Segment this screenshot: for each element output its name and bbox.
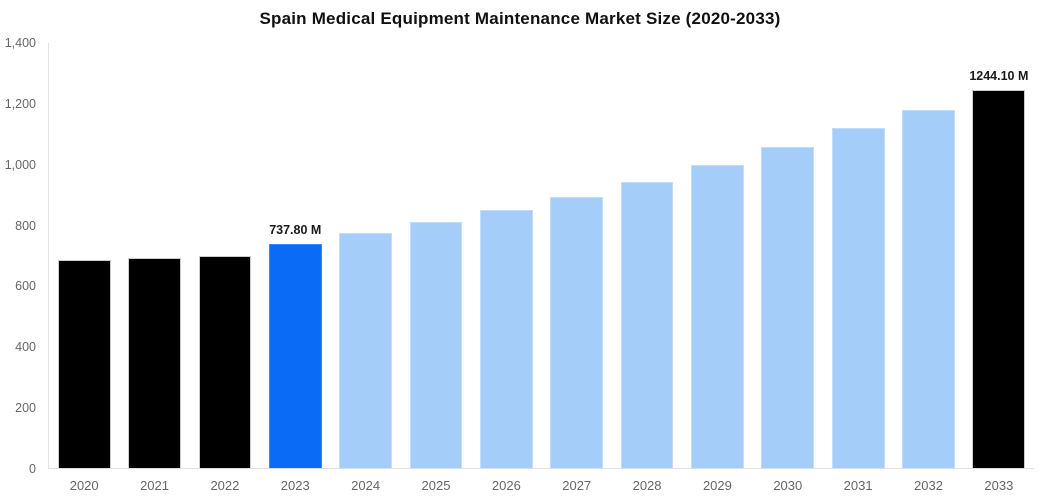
bar-group-2028: 2028 <box>612 43 682 493</box>
y-tick-label: 1,000 <box>4 157 36 172</box>
bar-2023[interactable] <box>268 244 322 468</box>
bar-2027[interactable] <box>550 196 604 468</box>
x-axis-label: 2023 <box>280 478 310 493</box>
bar-2024[interactable] <box>339 233 392 468</box>
bar-2029[interactable] <box>691 164 744 468</box>
x-axis-label: 2027 <box>562 478 592 493</box>
y-tick-label: 1,200 <box>4 96 36 111</box>
bar-group-2029: 2029 <box>682 43 752 493</box>
x-axis-label: 2030 <box>773 478 803 493</box>
plot-area: 2020 2021 2022 737.80 M 2023 2024 2025 2026 2027… <box>48 43 1034 493</box>
bar-group-2022: 2022 <box>190 43 260 493</box>
bar-group-2033: 1244.10 M 2033 <box>964 43 1034 493</box>
x-axis-label: 2024 <box>351 478 381 493</box>
y-tick-label: 400 <box>15 340 36 355</box>
bar-group-2020: 2020 <box>49 43 119 493</box>
bar-2022[interactable] <box>198 255 252 468</box>
bar-group-2021: 2021 <box>119 43 189 493</box>
bar-2021[interactable] <box>128 257 181 468</box>
x-axis-label: 2025 <box>421 478 451 493</box>
bar-group-2032: 2032 <box>893 43 963 493</box>
bar-2020[interactable] <box>57 260 111 468</box>
x-axis-label: 2021 <box>140 478 169 493</box>
y-tick-label: 600 <box>15 279 36 294</box>
bar-2026[interactable] <box>479 209 533 468</box>
y-axis: 0 200 400 600 800 1,000 1,200 1,400 <box>0 36 42 476</box>
bar-group-2024: 2024 <box>330 43 400 493</box>
x-axis-label: 2032 <box>914 478 943 493</box>
x-axis-label: 2033 <box>984 478 1014 493</box>
x-axis-label: 2031 <box>843 478 873 493</box>
chart-title: Spain Medical Equipment Maintenance Mark… <box>259 9 781 28</box>
y-tick-label: 800 <box>15 218 36 233</box>
bar-group-2027: 2027 <box>542 43 612 493</box>
bar-group-2031: 2031 <box>823 43 893 493</box>
x-axis-label: 2022 <box>210 478 240 493</box>
x-axis-label: 2028 <box>632 478 662 493</box>
x-axis-label: 2029 <box>702 478 732 493</box>
bar-group-2023: 737.80 M 2023 <box>260 43 330 493</box>
bar-2032[interactable] <box>902 110 955 468</box>
x-axis-label: 2020 <box>69 478 99 493</box>
y-tick-label: 1,400 <box>4 36 36 50</box>
y-tick-label: 200 <box>15 401 36 416</box>
bar-2030[interactable] <box>761 146 815 468</box>
bar-2025[interactable] <box>409 222 463 468</box>
bar-group-2030: 2030 <box>753 43 823 493</box>
y-tick-label: 0 <box>29 462 36 476</box>
bar-group-2025: 2025 <box>401 43 471 493</box>
bar-2033[interactable] <box>972 90 1026 468</box>
x-axis-label: 2026 <box>491 478 521 493</box>
bar-2028[interactable] <box>620 182 674 468</box>
bar-2031[interactable] <box>831 128 885 468</box>
bar-group-2026: 2026 <box>471 43 541 493</box>
